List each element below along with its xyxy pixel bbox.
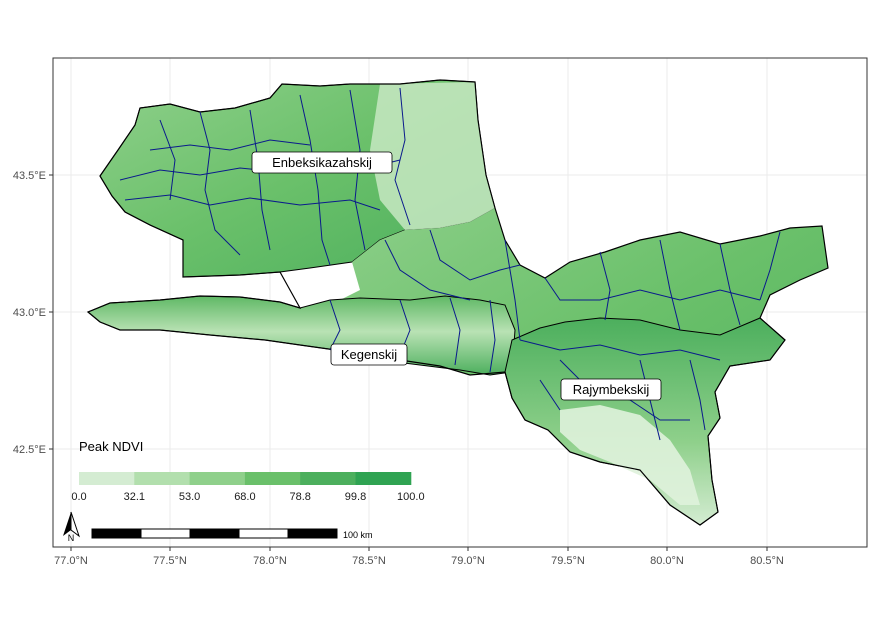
axis-ticks <box>49 174 768 551</box>
legend-swatch <box>134 472 191 485</box>
x-tick-label: 79.5°N <box>551 555 585 567</box>
legend-swatch <box>300 472 356 485</box>
x-axis: 77.0°N 77.5°N 78.0°N 78.5°N 79.0°N 79.5°… <box>54 555 784 567</box>
x-tick-label: 80.5°N <box>750 555 784 567</box>
scale-bar: 100 km <box>91 528 373 540</box>
x-tick-label: 78.0°N <box>253 555 287 567</box>
legend-swatch <box>355 472 412 485</box>
region-label-enbeksikazahskij: Enbeksikazahskij <box>251 151 393 174</box>
legend-break-label: 100.0 <box>397 491 425 503</box>
scale-bar-label: 100 km <box>343 530 373 540</box>
x-tick-label: 80.0°N <box>650 555 684 567</box>
legend-break-label: 0.0 <box>71 491 86 503</box>
legend-title: Peak NDVI <box>79 439 143 454</box>
legend-swatch <box>244 472 301 485</box>
legend-labels: 0.0 32.1 53.0 68.0 78.8 99.8 100.0 <box>71 491 424 503</box>
x-tick-label: 77.0°N <box>54 555 88 567</box>
sub-boundaries <box>119 87 781 441</box>
region-label-text: Rajymbekskij <box>573 382 650 397</box>
region-label-text: Kegenskij <box>341 347 397 362</box>
legend-break-label: 32.1 <box>124 491 145 503</box>
legend-swatch <box>189 472 246 485</box>
north-arrow-label: N <box>68 533 75 543</box>
x-tick-label: 79.0°N <box>451 555 485 567</box>
y-tick-label: 42.5°E <box>13 444 46 456</box>
north-arrow-icon: N <box>63 511 80 543</box>
x-tick-label: 78.5°N <box>352 555 386 567</box>
legend-break-label: 53.0 <box>179 491 200 503</box>
region-label-text: Enbeksikazahskij <box>272 155 372 170</box>
region-label-kegenskij: Kegenskij <box>330 343 408 366</box>
x-tick-label: 77.5°N <box>153 555 187 567</box>
rajymbekskij-highland <box>560 405 700 505</box>
legend-swatch <box>79 472 135 485</box>
study-area-boundary <box>86 79 829 526</box>
y-tick-label: 43.5°E <box>13 170 46 182</box>
y-tick-label: 43.0°E <box>13 307 46 319</box>
map-panel-border <box>52 57 868 548</box>
legend-break-label: 68.0 <box>234 491 255 503</box>
y-axis: 43.5°E 43.0°E 42.5°E <box>13 170 46 456</box>
legend-break-label: 99.8 <box>345 491 366 503</box>
legend-colorbar <box>79 472 412 485</box>
legend-break-label: 78.8 <box>289 491 310 503</box>
district-enbeksikazahskij-east <box>370 82 495 230</box>
region-label-rajymbekskij: Rajymbekskij <box>560 378 662 401</box>
legend: Peak NDVI 0.0 32.1 53.0 68.0 78.8 99.8 100.0 <box>71 439 424 503</box>
